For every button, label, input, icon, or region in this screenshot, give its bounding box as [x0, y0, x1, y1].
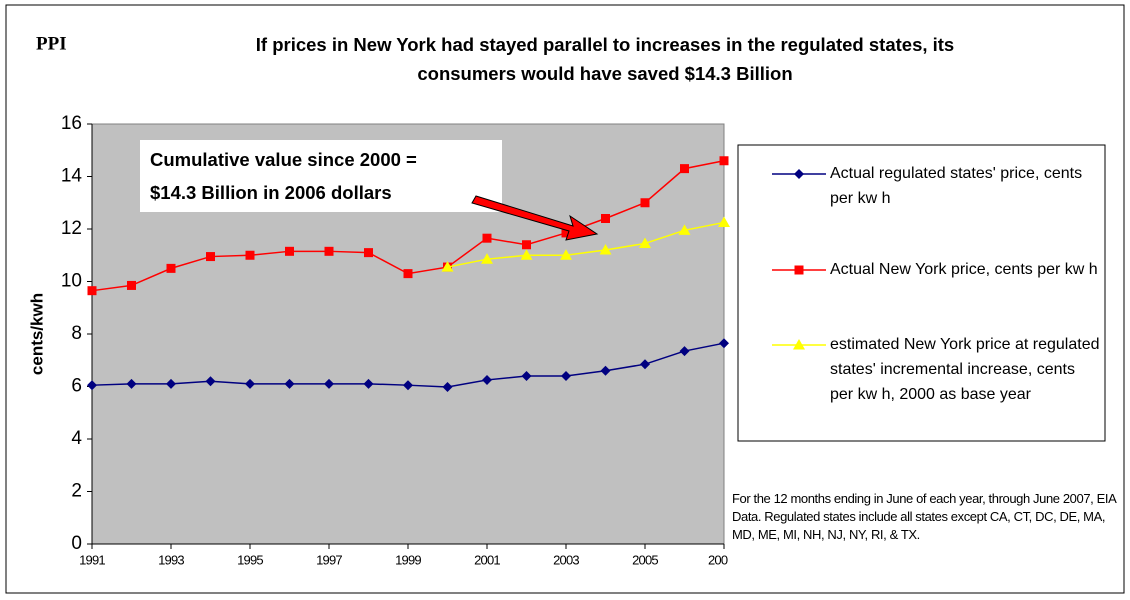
- point: [521, 371, 532, 381]
- annotation: Cumulative value since 2000 =: [150, 149, 417, 170]
- point: [482, 233, 492, 243]
- point: [718, 216, 730, 227]
- point: [522, 240, 531, 250]
- point: [482, 374, 492, 385]
- point: [205, 376, 216, 387]
- point: [87, 286, 97, 296]
- legend-entry: Actual New York price, cents per kw h: [830, 261, 1098, 278]
- y-tick-label: 2: [71, 481, 82, 502]
- legend-marker: [794, 169, 804, 179]
- y-tick-label: 0: [71, 533, 82, 554]
- annotation: $14.3 Billion in 2006 dollars: [150, 182, 392, 203]
- point: [561, 371, 571, 381]
- legend-marker: [793, 339, 805, 350]
- y-tick-label: 4: [71, 428, 82, 449]
- point: [601, 214, 610, 223]
- point: [403, 380, 413, 391]
- x-tick-label: 2005: [632, 552, 658, 567]
- point: [245, 250, 255, 260]
- note-box: For the 12 months ending in June of each…: [732, 491, 1116, 542]
- point: [520, 249, 533, 260]
- point: [324, 378, 334, 389]
- x-tick-label: 2003: [553, 552, 579, 567]
- legend-entry: Actual regulated states' price, cents pe…: [830, 165, 1083, 207]
- x-tick-label: 1995: [237, 552, 263, 567]
- y-tick-label: 14: [61, 166, 83, 187]
- point: [126, 378, 137, 389]
- title-box: If prices in New York had stayed paralle…: [255, 34, 955, 84]
- point: [600, 365, 611, 376]
- x-tick-label: 2001: [474, 552, 500, 567]
- x-tick-label: 1993: [158, 552, 184, 567]
- legend-text-box: estimated New York price at regulated st…: [830, 336, 1100, 403]
- point: [680, 164, 689, 174]
- note: For the 12 months ending in June of each…: [732, 491, 1116, 542]
- x-tick-label: 200: [708, 552, 728, 567]
- legend-entry: estimated New York price at regulated st…: [830, 336, 1100, 403]
- point: [364, 248, 373, 258]
- point: [678, 224, 691, 235]
- y-tick-label: 16: [61, 113, 82, 134]
- x-tick-label: 1991: [79, 552, 105, 567]
- point: [87, 380, 97, 391]
- series-line: [447, 221, 725, 268]
- point: [640, 359, 650, 370]
- point: [363, 378, 374, 389]
- point: [324, 246, 334, 256]
- point: [481, 253, 493, 264]
- point: [640, 198, 650, 208]
- legend-text-box: Actual regulated states' price, cents pe…: [830, 165, 1083, 207]
- y-tick-label: 6: [71, 376, 82, 397]
- point: [127, 280, 136, 290]
- legend-box: [737, 144, 1106, 442]
- point: [285, 246, 294, 256]
- arrow: [471, 195, 599, 241]
- point: [245, 378, 255, 389]
- y-tick-label: 10: [61, 271, 82, 292]
- point: [599, 244, 612, 255]
- annotation-box: [140, 140, 502, 212]
- chart-title: If prices in New York had stayed paralle…: [255, 34, 955, 84]
- point: [719, 338, 729, 349]
- point: [166, 378, 176, 389]
- y-axis-label: cents/kwh: [27, 293, 46, 375]
- y-tick-label: 8: [71, 323, 82, 344]
- legend-marker: [794, 265, 804, 275]
- point: [560, 249, 572, 260]
- point: [719, 156, 729, 166]
- y-tick-label: 12: [61, 218, 82, 239]
- point: [639, 237, 651, 248]
- point: [284, 378, 295, 389]
- point: [206, 252, 215, 262]
- point: [679, 346, 690, 357]
- point: [442, 382, 453, 393]
- x-tick-label: 1997: [316, 552, 342, 567]
- legend-text-box: Actual New York price, cents per kw h: [830, 261, 1098, 278]
- point: [403, 269, 413, 279]
- brand: PPI: [36, 33, 67, 54]
- x-tick-label: 1999: [395, 552, 421, 567]
- point: [166, 263, 176, 273]
- point: [441, 261, 454, 272]
